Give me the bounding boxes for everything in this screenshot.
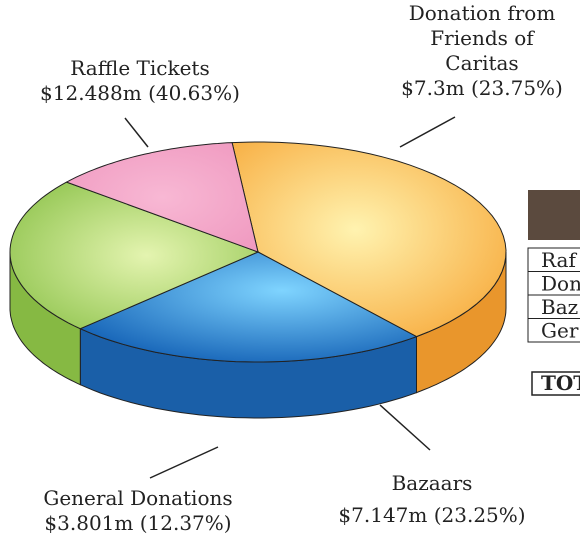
slice-label: Bazaars [392, 471, 473, 495]
pie-slice [65, 142, 259, 253]
leader-line [399, 116, 456, 148]
table-total [531, 371, 580, 396]
table-row-label: Don [541, 272, 580, 296]
leader-line [124, 117, 149, 148]
table-row-label: Raf [541, 248, 577, 272]
table-row-label: Ger [541, 319, 579, 343]
table-row-label: Baz [541, 295, 578, 319]
slice-label: Raffle Tickets [70, 56, 209, 80]
leader-line [149, 446, 219, 479]
pie-slice [231, 141, 507, 338]
slice-value-label: $7.147m (23.25%) [338, 503, 525, 527]
table-header [528, 190, 580, 240]
slice-value-label: $3.801m (12.37%) [44, 511, 231, 535]
pie-slice [9, 181, 260, 330]
pie-slice [79, 251, 418, 363]
leader-line [379, 404, 431, 451]
table-row [527, 318, 580, 343]
slice-label: Donation from Friends of Caritas [409, 1, 556, 75]
slice-label: General Donations [43, 486, 232, 510]
slice-value-label: $7.3m (23.75%) [401, 76, 563, 100]
slice-value-label: $12.488m (40.63%) [40, 81, 240, 105]
table-total-label: TOT [541, 371, 580, 395]
